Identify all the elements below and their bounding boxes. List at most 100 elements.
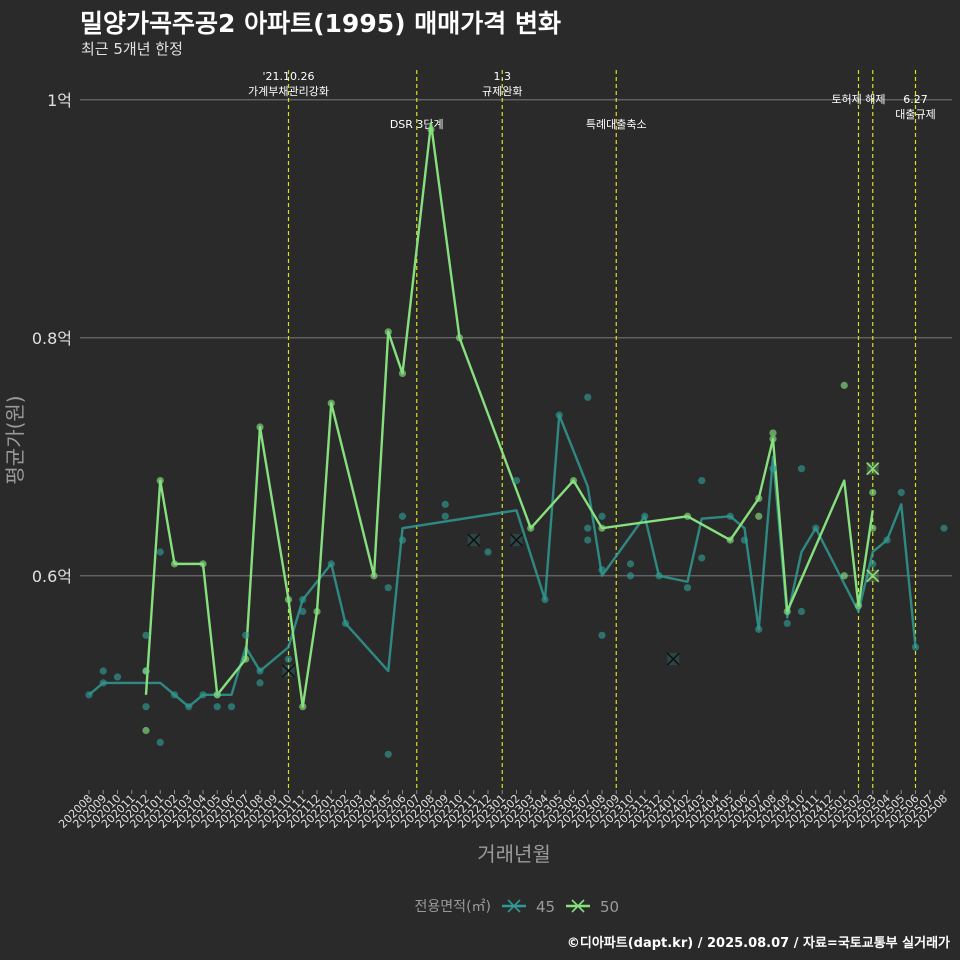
data-point-45-8: [156, 738, 164, 746]
data-point-45-57: [911, 643, 920, 651]
data-point-45-30: [512, 476, 521, 485]
x-axis-label: 거래년월: [477, 842, 551, 866]
data-point-50-13: [384, 328, 392, 336]
policy-annotation-1-0: DSR 3단계: [390, 118, 444, 131]
data-point-45-26: [398, 536, 407, 544]
data-point-45-25: [398, 512, 407, 520]
data-point-50-2: [156, 476, 164, 485]
data-point-50-19: [598, 524, 606, 532]
data-point-45-51: [797, 465, 806, 473]
legend: 전용면적(㎡) 45 50: [415, 898, 620, 916]
data-point-45-39: [626, 560, 635, 568]
data-point-50-26: [783, 607, 791, 616]
data-point-50-12: [370, 572, 378, 580]
data-point-50-23: [755, 512, 763, 520]
data-point-50-7: [256, 423, 264, 431]
data-point-45-28: [441, 512, 449, 520]
data-point-45-41: [641, 512, 649, 520]
data-point-45-40: [626, 572, 635, 580]
series-line-50: [144, 122, 874, 708]
chart-title: 밀양가곡주공2 아파트(1995) 매매가격 변화: [80, 9, 561, 38]
policy-annotation-6-1: 대출규제: [895, 108, 935, 121]
data-point-50-18: [569, 476, 578, 485]
data-point-50-22: [755, 494, 763, 503]
data-point-45-58: [940, 524, 948, 532]
policy-annotation-2-0: 1.3: [494, 70, 512, 83]
data-point-45-19: [299, 607, 307, 616]
data-point-45-23: [384, 584, 392, 592]
data-point-45-20: [299, 595, 307, 604]
data-point-50-3: [170, 560, 179, 568]
data-point-45-50: [783, 619, 791, 627]
cross-marker-45-3: [666, 652, 680, 666]
data-point-45-12: [213, 703, 221, 711]
data-point-45-24: [384, 750, 392, 758]
legend-swatch-cross-45: [507, 899, 521, 913]
data-point-45-14: [227, 703, 236, 711]
y-axis-label: 평균가(원): [3, 395, 27, 484]
policy-annotation-0-0: '21.10.26: [262, 70, 314, 83]
data-point-45-6: [142, 703, 150, 711]
data-point-50-9: [299, 703, 307, 711]
y-tick-label-0: 0.6억: [32, 567, 72, 586]
data-point-45-10: [185, 703, 193, 711]
data-point-45-4: [142, 631, 150, 639]
data-point-50-17: [527, 524, 535, 532]
data-point-50-8: [284, 595, 293, 604]
data-point-45-53: [812, 524, 820, 532]
data-point-45-21: [327, 560, 335, 568]
data-point-50-28: [840, 572, 848, 580]
data-point-45-34: [584, 524, 592, 532]
data-point-45-32: [555, 411, 563, 419]
data-point-45-37: [598, 566, 606, 574]
data-point-50-11: [327, 399, 335, 407]
cross-marker-50-1: [866, 569, 880, 583]
data-point-50-5: [213, 691, 221, 699]
cross-marker-45-0: [281, 664, 296, 678]
data-point-45-43: [683, 584, 692, 592]
data-point-45-3: [113, 673, 122, 681]
data-point-45-29: [484, 548, 492, 556]
policy-annotation-6-0: 6.27: [903, 93, 928, 106]
legend-label-50: 50: [600, 898, 619, 916]
data-point-45-36: [598, 631, 606, 639]
policy-annotation-2-1: 규제완화: [482, 85, 522, 98]
chart-subtitle: 최근 5개년 한정: [81, 40, 183, 58]
data-point-45-47: [740, 536, 749, 544]
legend-swatch-cross-50: [571, 899, 585, 913]
policy-annotation-3-0: 특례대출축소: [586, 118, 647, 131]
data-point-45-35: [584, 536, 592, 544]
data-point-50-29: [854, 601, 863, 610]
data-point-45-9: [170, 691, 179, 699]
cross-marker-45-1: [467, 533, 481, 547]
data-point-45-52: [797, 607, 806, 616]
data-point-50-4: [199, 560, 207, 568]
data-point-45-0: [85, 691, 93, 699]
data-point-45-1: [99, 679, 107, 687]
data-point-45-56: [897, 488, 905, 497]
data-point-50-1: [142, 726, 150, 735]
data-point-50-10: [313, 607, 321, 616]
data-point-50-20: [683, 512, 692, 520]
data-point-45-38: [598, 512, 606, 520]
y-tick-label-1: 0.8억: [32, 329, 72, 348]
data-point-50-24: [769, 429, 777, 437]
data-point-45-11: [199, 691, 207, 699]
data-point-45-18: [284, 655, 293, 663]
cross-marker-45-2: [509, 533, 524, 547]
data-point-45-22: [341, 619, 350, 627]
data-point-50-25: [769, 435, 777, 443]
data-point-45-7: [156, 548, 164, 556]
data-point-45-55: [883, 536, 891, 544]
y-tick-label-2: 1억: [47, 91, 72, 110]
data-point-45-44: [698, 476, 706, 485]
data-point-50-15: [427, 125, 435, 134]
data-point-50-14: [398, 369, 407, 378]
data-point-50-30: [869, 488, 877, 497]
data-point-45-49: [769, 465, 777, 473]
legend-title: 전용면적(㎡): [415, 899, 491, 915]
data-point-45-54: [869, 560, 877, 568]
data-point-45-42: [655, 572, 663, 580]
data-point-50-0: [142, 667, 150, 675]
